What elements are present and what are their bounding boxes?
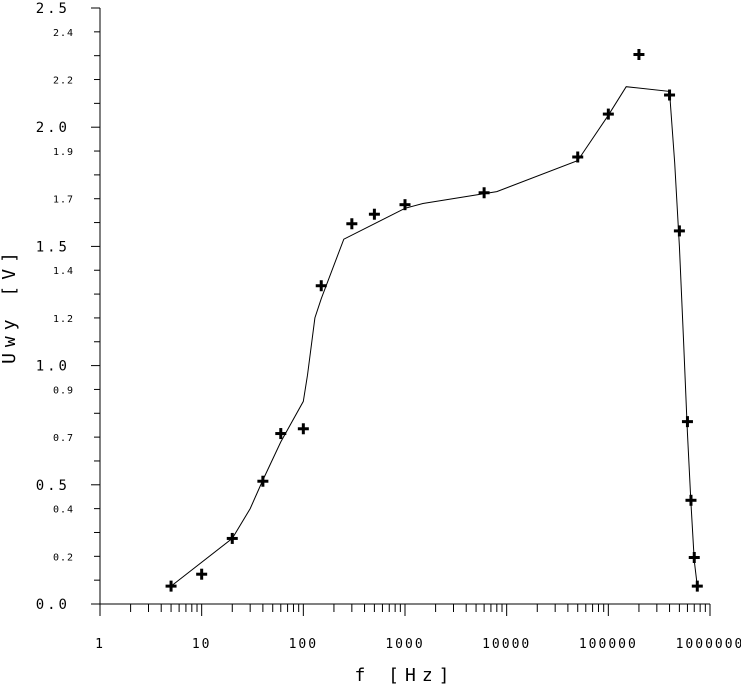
data-point: [346, 218, 358, 230]
y-minor-tick-label: 0.4: [53, 505, 74, 516]
y-minor-tick-label: 1.4: [53, 266, 74, 277]
data-point: [602, 108, 614, 120]
x-tick-label: 1: [95, 637, 105, 652]
y-axis-title: Uwy [V]: [0, 246, 20, 364]
x-tick-label: 10: [192, 637, 212, 652]
data-point: [681, 416, 693, 428]
data-point: [685, 494, 697, 506]
data-point: [633, 48, 645, 60]
y-major-tick-label: 1.0: [36, 359, 70, 375]
y-minor-tick-label: 0.7: [53, 433, 74, 444]
data-point: [572, 151, 584, 163]
data-point: [691, 580, 703, 592]
x-axis-title: f [Hz]: [354, 665, 455, 686]
data-point: [368, 208, 380, 220]
data-point: [399, 199, 411, 211]
fit-curve: [170, 86, 698, 587]
data-point: [688, 552, 700, 564]
y-major-tick-label: 0.5: [36, 478, 70, 494]
data-point: [165, 580, 177, 592]
data-point: [478, 187, 490, 199]
x-tick-label: 100000: [579, 637, 638, 652]
x-tick-label: 10000: [482, 637, 531, 652]
data-points-layer: [165, 48, 703, 592]
y-major-tick-label: 1.5: [36, 239, 70, 255]
y-minor-tick-label: 0.9: [53, 385, 74, 396]
data-point: [664, 89, 676, 101]
x-tick-label: 1000: [385, 637, 424, 652]
y-minor-tick-label: 1.7: [53, 195, 74, 206]
fit-curve-layer: [170, 86, 698, 587]
x-tick-label: 100: [289, 637, 318, 652]
y-minor-tick-label: 0.2: [53, 552, 74, 563]
x-tick-label: 1000000: [676, 637, 741, 652]
y-minor-tick-label: 1.2: [53, 314, 74, 325]
y-minor-tick-label: 1.9: [53, 147, 74, 158]
axes: 0.0 0.5 1.0 1.5 2.0 2.5 0.2 0.4 0.7 0.9 1.2 1.4 1.7 1…: [36, 1, 741, 652]
y-major-tick-label: 2.0: [36, 120, 70, 136]
y-minor-tick-label: 2.4: [53, 28, 74, 39]
data-point: [257, 475, 269, 487]
data-point: [297, 423, 309, 435]
data-point: [673, 225, 685, 237]
data-point: [315, 280, 327, 292]
y-major-tick-label: 2.5: [36, 1, 70, 17]
y-minor-tick-label: 2.2: [53, 76, 74, 87]
data-point: [275, 428, 287, 440]
data-point: [226, 532, 238, 544]
data-point: [196, 568, 208, 580]
y-major-tick-label: 0.0: [36, 597, 70, 613]
